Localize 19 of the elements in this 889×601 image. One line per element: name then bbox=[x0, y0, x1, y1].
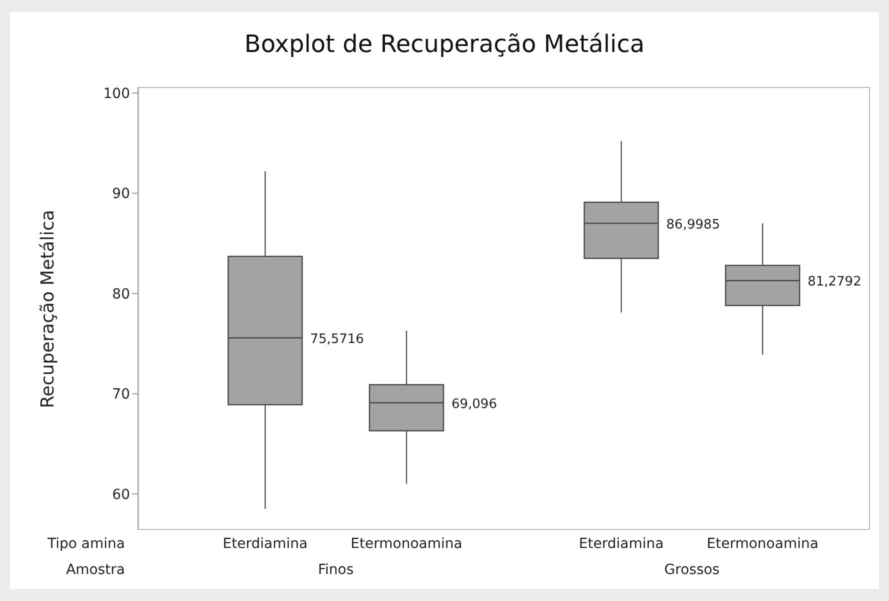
text: Finos bbox=[318, 562, 354, 578]
y-tick-label: 60 bbox=[112, 486, 130, 503]
annotation: 69,096 bbox=[451, 396, 497, 412]
chart-title: Boxplot de Recuperação Metálica bbox=[243, 30, 646, 58]
text: Grossos bbox=[664, 562, 720, 578]
annotation: 81,2792 bbox=[808, 274, 862, 290]
y-tick-label: 90 bbox=[112, 186, 130, 202]
x-tick-label: Eterdiamina bbox=[222, 536, 308, 552]
x-tick-label: Eterdiamina bbox=[578, 536, 664, 552]
annotation: 75,5716 bbox=[310, 332, 364, 347]
x-tick-label: Etermonoamina bbox=[350, 536, 462, 552]
x-tick-label: Etermonoamina bbox=[706, 536, 818, 552]
y-axis-title: Recuperação Metálica bbox=[38, 209, 58, 408]
y-tick-label: 100 bbox=[103, 86, 130, 102]
text: Amostra bbox=[66, 562, 125, 578]
annotation: 86,9985 bbox=[666, 217, 720, 232]
y-tick-label: 70 bbox=[112, 386, 130, 403]
y-tick-label: 80 bbox=[112, 286, 130, 302]
text: Tipo amina bbox=[48, 536, 125, 552]
